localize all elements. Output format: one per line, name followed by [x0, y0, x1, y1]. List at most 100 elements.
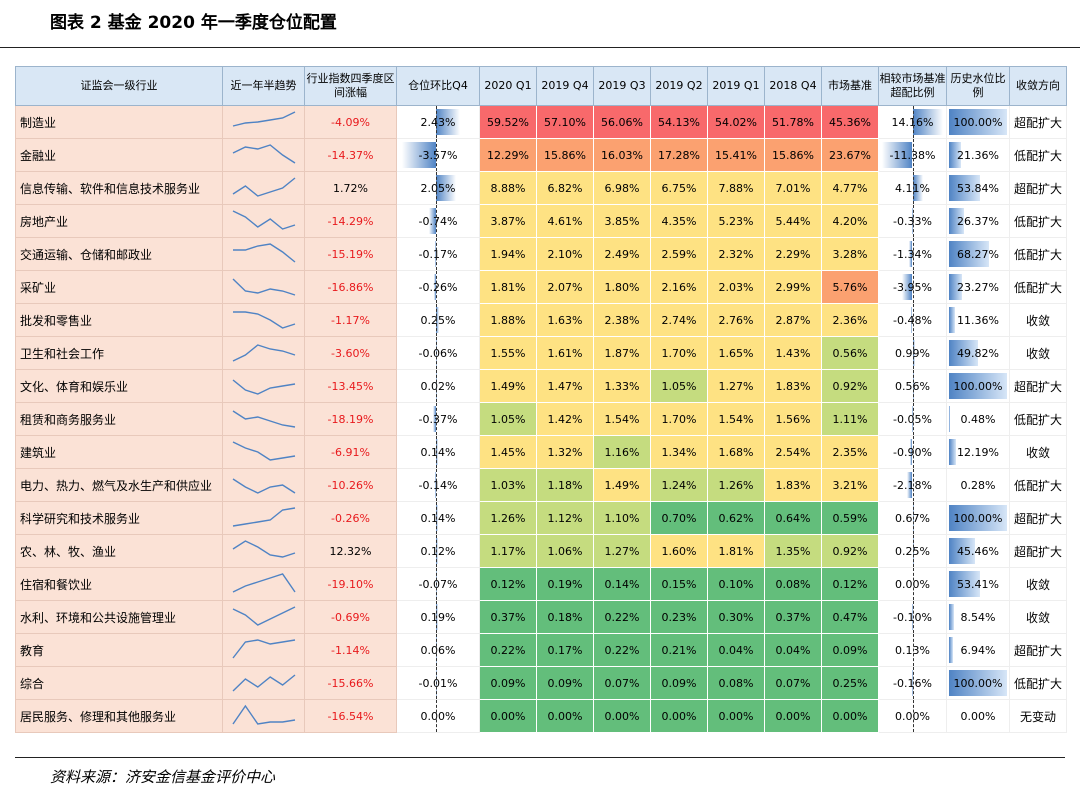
qoq-value: 2.05%	[420, 181, 456, 195]
weight-cell: 59.52%	[479, 105, 537, 139]
qoq-bar-cell: -3.57%	[396, 138, 480, 172]
weight-cell: 1.35%	[764, 534, 822, 568]
weight-cell: 0.09%	[650, 666, 708, 700]
weight-cell: 1.27%	[707, 369, 765, 403]
table-row: 租赁和商务服务业 -18.19% -0.37% 1.05% 1.42% 1.54% 1.70…	[15, 402, 1067, 436]
index-change: -14.37%	[304, 138, 397, 172]
table-row: 文化、体育和娱乐业 -13.45% 0.02% 1.49% 1.47% 1.33% 1.05…	[15, 369, 1067, 403]
industry-name: 水利、环境和公共设施管理业	[15, 600, 223, 634]
weight-cell: 1.24%	[650, 468, 708, 502]
convergence-direction: 超配扩大	[1009, 501, 1067, 535]
weight-cell: 2.03%	[707, 270, 765, 304]
weight-cell: 1.45%	[479, 435, 537, 469]
trend-sparkline	[222, 336, 305, 370]
weight-cell: 0.21%	[650, 633, 708, 667]
overweight-bar	[906, 472, 913, 498]
industry-name: 制造业	[15, 105, 223, 139]
index-change: -1.17%	[304, 303, 397, 337]
qoq-bar-cell: 0.06%	[396, 633, 480, 667]
qoq-value: -0.26%	[418, 280, 458, 294]
weight-cell: 0.30%	[707, 600, 765, 634]
history-level-bar	[948, 637, 953, 663]
weight-cell: 1.56%	[764, 402, 822, 436]
weight-cell: 4.20%	[821, 204, 879, 238]
overweight-value: 0.00%	[895, 577, 930, 591]
weight-cell: 0.09%	[479, 666, 537, 700]
weight-cell: 0.70%	[650, 501, 708, 535]
weight-cell: 0.14%	[593, 567, 651, 601]
weight-cell: 0.00%	[593, 699, 651, 733]
qoq-bar	[435, 340, 437, 366]
overweight-bar	[912, 109, 943, 135]
weight-cell: 0.17%	[536, 633, 594, 667]
overweight-axis	[912, 667, 914, 699]
history-level-cell: 12.19%	[946, 435, 1010, 469]
weight-cell: 2.99%	[764, 270, 822, 304]
column-header: 2019 Q4	[536, 66, 594, 106]
column-header: 近一年半趋势	[222, 66, 305, 106]
weight-cell: 6.98%	[593, 171, 651, 205]
convergence-direction: 低配扩大	[1009, 138, 1067, 172]
qoq-value: -0.37%	[418, 412, 458, 426]
overweight-value: 0.56%	[895, 379, 930, 393]
weight-cell: 0.22%	[593, 600, 651, 634]
weight-cell: 0.15%	[650, 567, 708, 601]
weight-cell: 1.63%	[536, 303, 594, 337]
weight-cell: 2.49%	[593, 237, 651, 271]
index-change: -16.54%	[304, 699, 397, 733]
qoq-axis	[436, 304, 438, 336]
weight-cell: 3.28%	[821, 237, 879, 271]
industry-name: 卫生和社会工作	[15, 336, 223, 370]
trend-sparkline	[222, 666, 305, 700]
convergence-direction: 超配扩大	[1009, 369, 1067, 403]
overweight-bar-cell: -1.34%	[878, 237, 947, 271]
overweight-value: 14.16%	[891, 115, 934, 129]
weight-cell: 1.49%	[593, 468, 651, 502]
weight-cell: 0.37%	[764, 600, 822, 634]
overweight-axis	[912, 172, 914, 204]
overweight-bar-cell: -0.16%	[878, 666, 947, 700]
convergence-direction: 低配扩大	[1009, 270, 1067, 304]
qoq-axis	[436, 337, 438, 369]
weight-cell: 1.83%	[764, 468, 822, 502]
index-change: -4.09%	[304, 105, 397, 139]
weight-cell: 1.49%	[479, 369, 537, 403]
overweight-bar	[908, 241, 913, 267]
index-change: -0.69%	[304, 600, 397, 634]
qoq-bar	[432, 406, 437, 432]
weight-cell: 1.87%	[593, 336, 651, 370]
weight-cell: 54.13%	[650, 105, 708, 139]
overweight-value: 0.99%	[895, 346, 930, 360]
history-level-bar	[948, 208, 965, 234]
weight-cell: 0.00%	[764, 699, 822, 733]
weight-cell: 1.61%	[536, 336, 594, 370]
weight-cell: 5.44%	[764, 204, 822, 238]
history-level-bar	[948, 175, 981, 201]
weight-cell: 0.00%	[821, 699, 879, 733]
weight-cell: 54.02%	[707, 105, 765, 139]
history-level-value: 45.46%	[957, 544, 999, 558]
overweight-value: -0.33%	[893, 214, 932, 228]
overweight-bar-cell: -0.48%	[878, 303, 947, 337]
weight-cell: 1.03%	[479, 468, 537, 502]
history-level-cell: 21.36%	[946, 138, 1010, 172]
weight-cell: 2.07%	[536, 270, 594, 304]
table-row: 综合 -15.66% -0.01% 0.09% 0.09% 0.07% 0.09% 0.08%…	[15, 666, 1067, 700]
table-row: 房地产业 -14.29% -0.74% 3.87% 4.61% 3.85% 4.35% 5.2…	[15, 204, 1067, 238]
sparkline-chart	[232, 410, 295, 428]
industry-name: 建筑业	[15, 435, 223, 469]
page-title: 图表 2 基金 2020 年一季度仓位配置	[50, 13, 337, 33]
overweight-bar-cell: 0.13%	[878, 633, 947, 667]
history-level-bar	[948, 670, 1008, 696]
history-level-value: 0.28%	[960, 478, 996, 492]
overweight-value: -0.16%	[893, 676, 932, 690]
weight-cell: 1.10%	[593, 501, 651, 535]
overweight-axis	[912, 205, 914, 237]
trend-sparkline	[222, 171, 305, 205]
weight-cell: 2.54%	[764, 435, 822, 469]
weight-cell: 1.47%	[536, 369, 594, 403]
history-level-bar	[948, 340, 978, 366]
trend-sparkline	[222, 105, 305, 139]
weight-cell: 5.23%	[707, 204, 765, 238]
table-row: 水利、环境和公共设施管理业 -0.69% 0.19% 0.37% 0.18% 0.22% 0…	[15, 600, 1067, 634]
